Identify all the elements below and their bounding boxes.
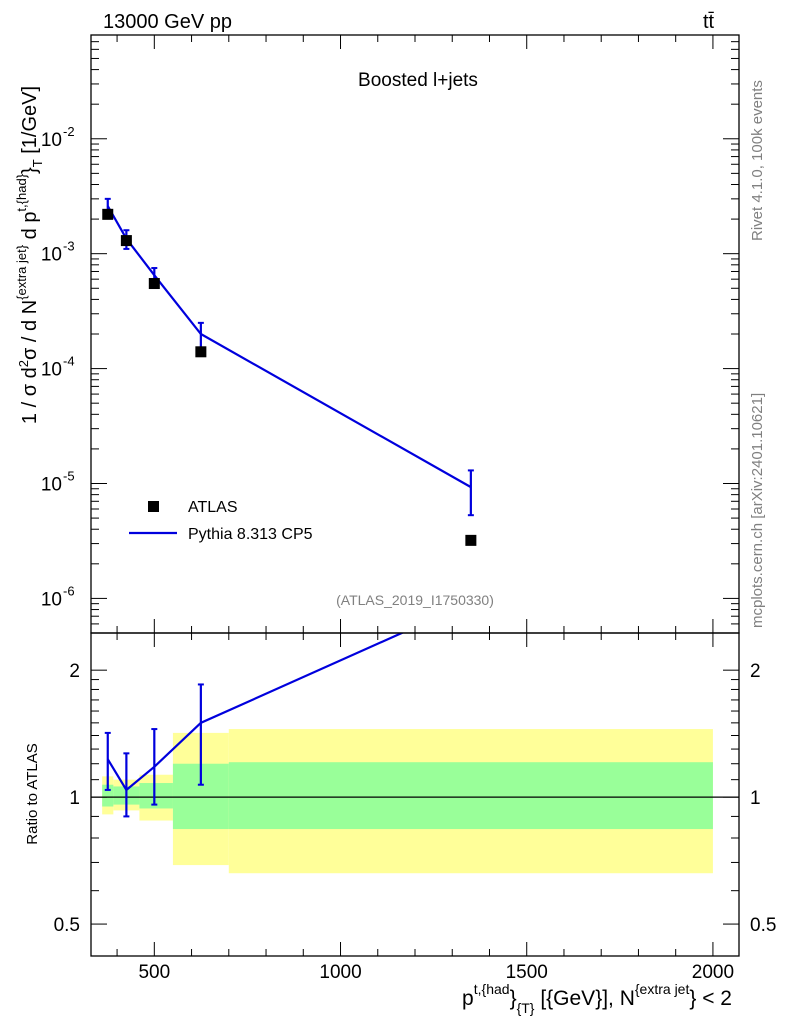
legend-pythia-label: Pythia 8.313 CP5 [188,526,313,543]
analysis-label: (ATLAS_2019_I1750330) [336,592,494,608]
header-right: tt̄ [703,11,715,33]
x-tick-label: 500 [138,962,170,983]
main-y-tick-label: 10 [41,475,62,496]
atlas-data-point [102,208,114,220]
ratio-y-tick-label-right: 1 [750,788,761,809]
legend: ATLAS Pythia 8.313 CP5 [129,499,313,543]
header-left: 13000 GeV pp [103,11,232,33]
main-y-tick-label-exponent: -3 [63,239,75,254]
main-plot-title: Boosted l+jets [358,70,478,91]
atlas-data-point [148,278,160,290]
x-tick-label: 1500 [506,962,548,983]
ratio-y-tick-label-left: 0.5 [54,915,80,936]
atlas-data-point [120,235,132,247]
main-plot-panel: 10-610-510-410-310-2 Boosted l+jets (ATL… [14,34,740,634]
main-y-tick-label-exponent: -5 [63,469,75,484]
main-y-tick-label-exponent: -4 [63,354,75,369]
svg-text:1 / σ d2σ / d N{extra jet} d p: 1 / σ d2σ / d N{extra jet} d pt,{had}}T … [14,86,45,424]
legend-atlas-label: ATLAS [188,499,238,516]
main-y-tick-label: 10 [41,130,62,151]
ratio-y-tick-label-right: 2 [750,661,761,682]
ratio-y-tick-label-left: 2 [69,661,80,682]
main-y-tick-label: 10 [41,589,62,610]
x-tick-label: 1000 [319,962,361,983]
ratio-band-green [102,784,114,807]
main-y-tick-label: 10 [41,360,62,381]
legend-atlas-marker [148,501,159,512]
ratio-y-axis-title: Ratio to ATLAS [24,743,41,844]
svg-text:pt,{had}{T} [{GeV}], N{extra j: pt,{had}{T} [{GeV}], N{extra jet} < 2 [462,981,732,1016]
main-y-tick-label-exponent: -6 [63,583,75,598]
main-plot-frame [90,34,740,634]
ratio-y-tick-label-right: 0.5 [750,915,776,936]
source-label: mcplots.cern.ch [arXiv:2401.10621] [749,393,766,628]
ratio-band-green [228,762,713,830]
main-y-tick-label: 10 [41,245,62,266]
atlas-data-point [195,346,207,358]
atlas-data-point [465,534,477,546]
rivet-version-label: Rivet 4.1.0, 100k events [749,80,766,241]
ratio-y-tick-label-left: 1 [69,788,80,809]
main-y-tick-label-exponent: -2 [63,124,75,139]
main-pythia-line [106,205,472,489]
x-tick-label: 2000 [692,962,734,983]
ratio-plot-panel: 500 1000 1500 2000 0.5 0.5 1 1 2 2 Ratio to ATLAS… [24,632,776,1016]
main-y-axis-title: 1 / σ d2σ / d N{extra jet} d pt,{had}}T … [14,86,45,424]
x-axis-title: pt,{had}{T} [{GeV}], N{extra jet} < 2 [462,981,732,1016]
